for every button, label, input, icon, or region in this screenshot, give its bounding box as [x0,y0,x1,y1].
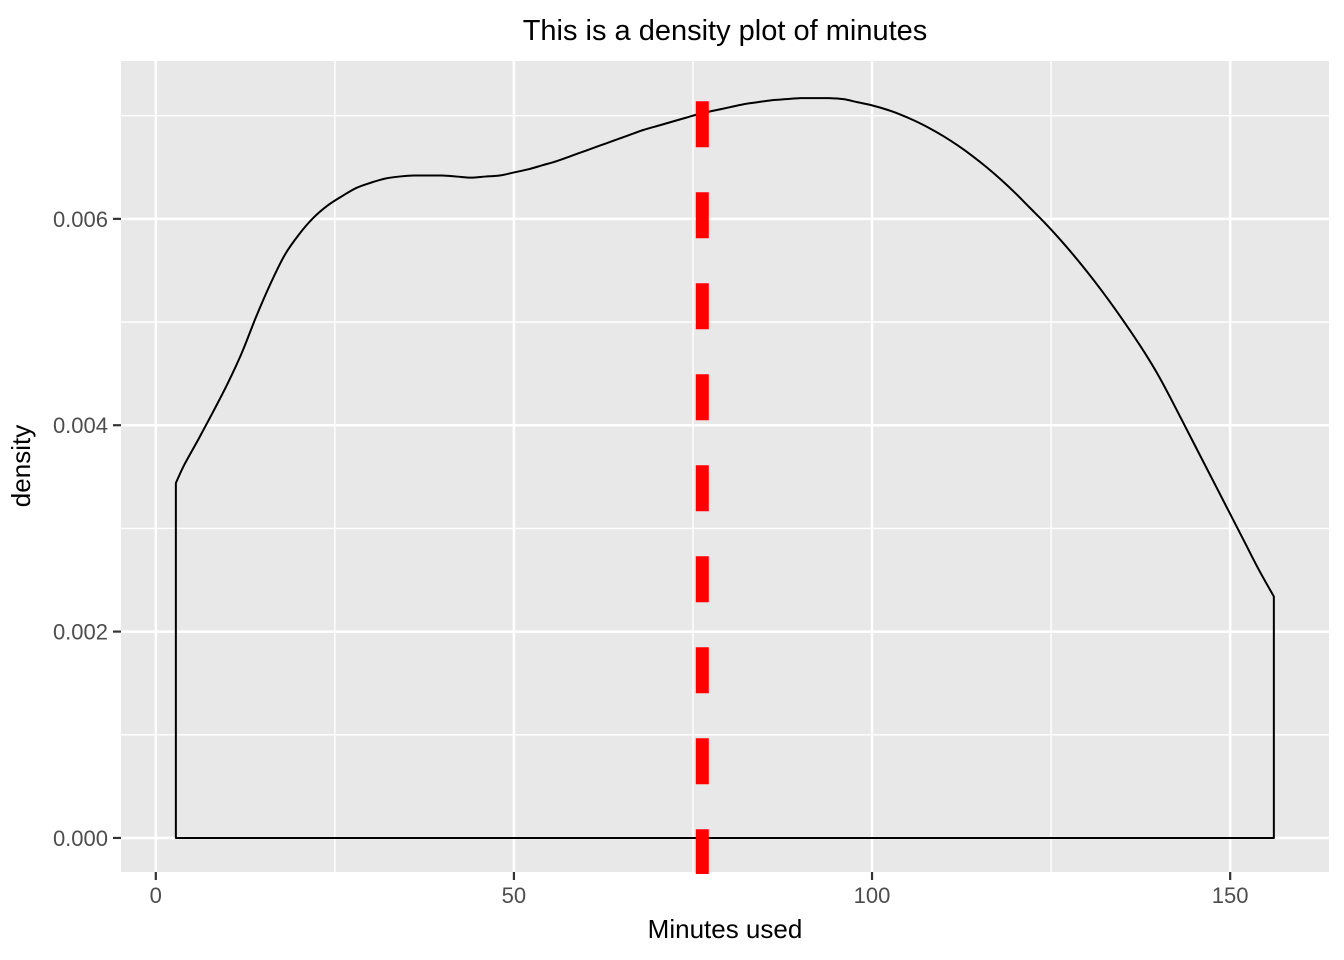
y-tick-label: 0.000 [53,826,108,851]
y-tick-label: 0.004 [53,413,108,438]
x-tick-label: 0 [150,883,162,908]
x-tick-label: 100 [854,883,891,908]
axis-tick-labels: 0 50 100 150 0.000 0.002 0.004 0.006 [53,207,1249,908]
axis-tick-marks [113,217,1232,880]
chart-title: This is a density plot of minutes [523,15,928,47]
x-tick-label: 150 [1212,883,1249,908]
plot-panel [121,61,1329,872]
x-tick-label: 50 [502,883,526,908]
x-axis-title: Minutes used [648,914,803,944]
y-tick-label: 0.006 [53,207,108,232]
density-curve [174,97,1275,839]
density-curve-layer [174,97,1275,839]
gridlines-minor [121,61,1329,872]
y-tick-label: 0.002 [53,620,108,645]
y-axis-title: density [6,425,36,507]
